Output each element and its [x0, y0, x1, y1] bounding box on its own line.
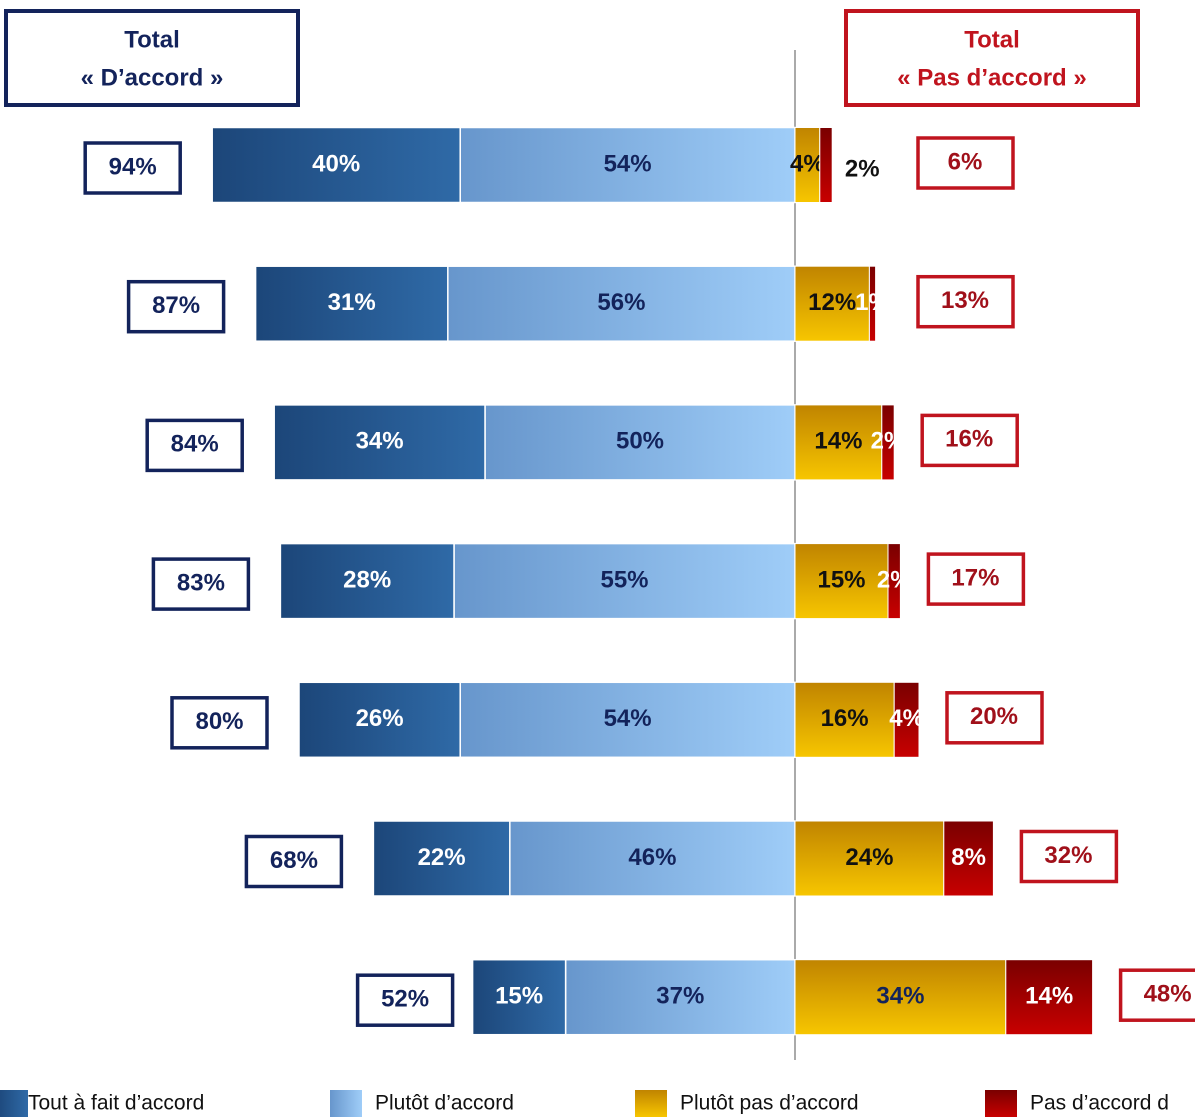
- value-label: 2%: [845, 155, 880, 182]
- value-label: 46%: [628, 844, 676, 871]
- bar-segment: [1005, 959, 1094, 1036]
- value-label: 12%: [808, 289, 856, 316]
- total-box: [926, 552, 1026, 606]
- header-text: Total: [124, 26, 180, 53]
- bar-segment: [471, 958, 567, 1036]
- value-label: 54%: [604, 705, 652, 732]
- total-label: 84%: [171, 431, 219, 458]
- value-label: 14%: [814, 428, 862, 455]
- bar-segment: [868, 265, 877, 342]
- bar-segment: [459, 681, 796, 759]
- legend-label: Pas d’accord d: [1030, 1092, 1169, 1115]
- bar-segment: [564, 958, 796, 1036]
- header-text: « D’accord »: [81, 64, 224, 91]
- total-box: [244, 834, 344, 889]
- value-label: 28%: [343, 566, 391, 593]
- legend-swatch: [330, 1090, 362, 1117]
- bar-segment: [298, 681, 461, 759]
- total-box: [920, 413, 1019, 468]
- total-box: [151, 557, 251, 611]
- bar-segment: [943, 820, 994, 897]
- bar-segment: [459, 126, 796, 204]
- value-label: 15%: [817, 566, 865, 593]
- legend-swatch: [0, 1090, 28, 1117]
- value-label: 31%: [328, 289, 376, 316]
- bar-segment: [794, 543, 889, 620]
- total-label: 32%: [1044, 842, 1092, 869]
- value-label: 1%: [855, 289, 890, 316]
- bar-segment: [819, 127, 833, 203]
- total-label: 68%: [270, 847, 318, 874]
- bar-segment: [893, 681, 920, 758]
- bar-segment: [887, 543, 901, 620]
- bar-segment: [794, 820, 945, 897]
- total-box: [916, 136, 1015, 190]
- legend-label: Plutôt d’accord: [375, 1092, 514, 1115]
- value-label: 55%: [600, 566, 648, 593]
- total-label: 87%: [152, 292, 200, 319]
- total-label: 17%: [951, 564, 999, 591]
- bar-segment: [484, 404, 796, 481]
- total-label: 52%: [381, 986, 429, 1013]
- total-label: 48%: [1144, 981, 1192, 1008]
- value-label: 2%: [877, 566, 912, 593]
- total-box: [355, 973, 455, 1027]
- header-box: [4, 9, 300, 107]
- value-label: 40%: [312, 150, 360, 177]
- total-box: [126, 279, 226, 334]
- legend-swatch: [635, 1090, 667, 1117]
- bar-segment: [254, 265, 449, 342]
- bar-segment: [881, 404, 895, 481]
- value-label: 34%: [356, 428, 404, 455]
- total-box: [1118, 968, 1195, 1022]
- value-label: 15%: [495, 983, 543, 1010]
- value-label: 54%: [604, 150, 652, 177]
- value-label: 24%: [845, 844, 893, 871]
- total-label: 13%: [941, 287, 989, 314]
- value-label: 4%: [790, 150, 825, 177]
- total-box: [945, 691, 1044, 745]
- bar-segment: [509, 820, 796, 897]
- value-label: 22%: [418, 844, 466, 871]
- legend-label: Tout à fait d’accord: [28, 1092, 204, 1115]
- legend-swatch: [985, 1090, 1017, 1117]
- total-label: 80%: [195, 708, 243, 735]
- total-box: [170, 696, 269, 750]
- header-text: « Pas d’accord »: [897, 64, 1086, 91]
- total-box: [1019, 829, 1119, 884]
- bar-segment: [273, 404, 486, 481]
- total-box: [145, 418, 244, 473]
- bar-segment: [794, 959, 1007, 1036]
- bar-segment: [211, 126, 461, 204]
- total-label: 94%: [109, 153, 157, 180]
- value-label: 8%: [951, 844, 986, 871]
- value-label: 37%: [656, 983, 704, 1010]
- value-label: 26%: [356, 705, 404, 732]
- value-label: 56%: [597, 289, 645, 316]
- bar-segment: [794, 404, 883, 481]
- total-label: 6%: [948, 148, 983, 175]
- bar-segment: [794, 265, 870, 342]
- value-label: 14%: [1025, 983, 1073, 1010]
- total-label: 83%: [177, 569, 225, 596]
- value-label: 4%: [889, 705, 924, 732]
- value-label: 50%: [616, 428, 664, 455]
- bar-segment: [372, 820, 511, 897]
- value-label: 34%: [876, 983, 924, 1010]
- total-box: [916, 274, 1015, 329]
- header-box: [844, 9, 1140, 107]
- header-text: Total: [964, 26, 1020, 53]
- value-label: 2%: [871, 428, 906, 455]
- value-label: 16%: [821, 705, 869, 732]
- total-label: 16%: [945, 426, 993, 453]
- bar-segment: [453, 542, 796, 620]
- total-box: [83, 141, 182, 195]
- total-label: 20%: [970, 703, 1018, 730]
- bar-segment: [279, 542, 455, 620]
- legend-label: Plutôt pas d’accord: [680, 1092, 859, 1115]
